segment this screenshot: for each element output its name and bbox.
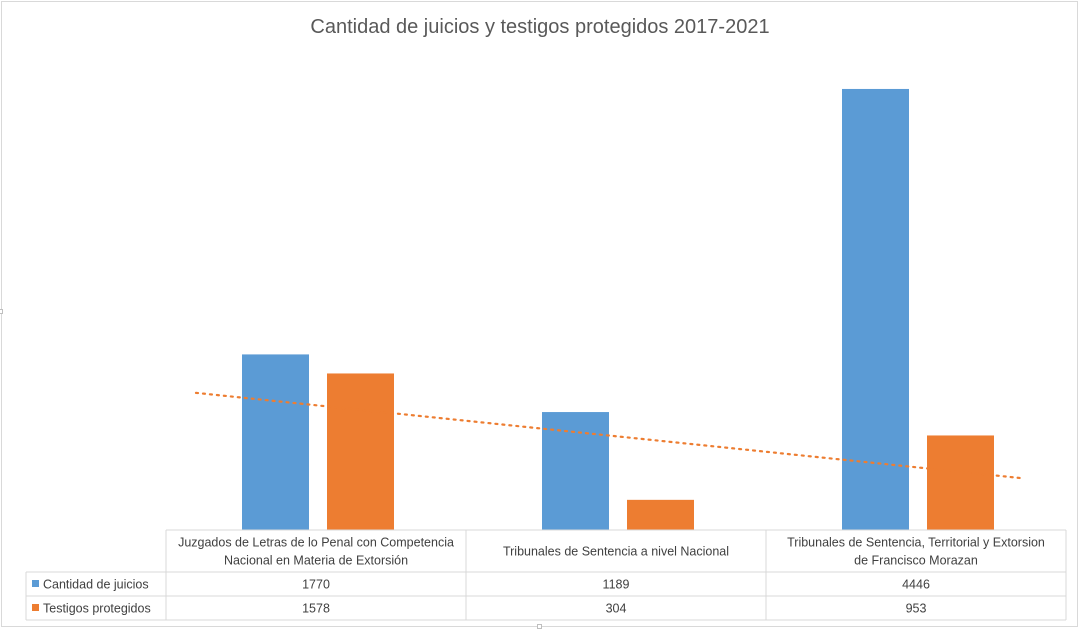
- category-label-1: Juzgados de Letras de lo Penal con Compe…: [178, 536, 454, 550]
- bar-juicios-1: [242, 354, 309, 530]
- table-value-1-1: 1770: [302, 578, 330, 592]
- table-value-2-3: 953: [906, 602, 927, 616]
- bar-testigos-2: [627, 499, 694, 530]
- resize-handle-bottom[interactable]: [537, 624, 542, 629]
- legend-key-2: [32, 604, 39, 611]
- data-table: Juzgados de Letras de lo Penal con Compe…: [25, 529, 1067, 621]
- table-value-1-2: 1189: [603, 578, 630, 592]
- bar-juicios-2: [542, 412, 609, 530]
- chart-title: Cantidad de juicios y testigos protegido…: [310, 16, 769, 38]
- trendline: [194, 391, 1023, 480]
- category-label-1: Nacional en Materia de Extorsión: [224, 554, 408, 568]
- category-label-3: Tribunales de Sentencia, Territorial y E…: [787, 536, 1045, 550]
- resize-handle-left[interactable]: [0, 309, 3, 314]
- table-value-1-3: 4446: [902, 578, 930, 592]
- table-value-2-2: 304: [606, 602, 627, 616]
- bars-group: [242, 88, 994, 531]
- legend-label-2: Testigos protegidos: [43, 602, 151, 616]
- legend-label-1: Cantidad de juicios: [43, 578, 149, 592]
- category-label-3: de Francisco Morazan: [854, 554, 978, 568]
- trendline-group: [194, 391, 1023, 480]
- bar-juicios-3: [842, 88, 909, 531]
- bar-testigos-3: [927, 435, 994, 530]
- bar-testigos-1: [327, 373, 394, 530]
- table-value-2-1: 1578: [302, 602, 330, 616]
- category-label-2: Tribunales de Sentencia a nivel Nacional: [503, 545, 729, 559]
- legend-key-1: [32, 580, 39, 587]
